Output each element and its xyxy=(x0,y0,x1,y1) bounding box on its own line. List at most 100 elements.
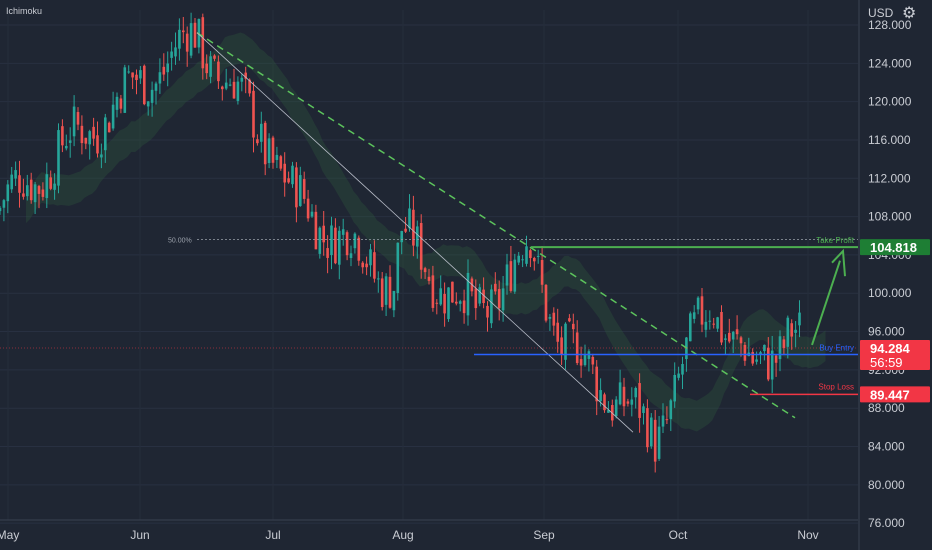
candle xyxy=(295,162,298,223)
candle-body xyxy=(57,130,60,186)
candle xyxy=(579,346,583,378)
price-tick-label: 108.000 xyxy=(868,210,912,224)
candle-body xyxy=(423,268,427,273)
candle xyxy=(724,334,727,356)
candle xyxy=(731,330,735,354)
time-axis[interactable]: May Jun Jul Aug Sep Oct Nov xyxy=(0,519,858,542)
candle-body xyxy=(591,356,595,365)
candle-body xyxy=(575,332,579,364)
candle-body xyxy=(104,117,107,151)
indicator-label[interactable]: Ichimoku xyxy=(6,6,43,16)
candle-body xyxy=(735,329,739,335)
candle xyxy=(556,308,559,353)
candle xyxy=(423,266,427,279)
candle-body xyxy=(357,237,361,261)
candle xyxy=(287,171,290,184)
candle-body xyxy=(111,104,115,129)
candle-body xyxy=(322,225,325,243)
time-tick-label: May xyxy=(0,528,19,542)
candle xyxy=(490,284,493,329)
candle xyxy=(256,134,259,146)
price-tick-label: 88.000 xyxy=(868,401,905,415)
candle xyxy=(92,117,95,146)
candle-body xyxy=(182,30,185,33)
candle xyxy=(517,252,520,266)
candle xyxy=(45,162,49,209)
candle xyxy=(6,180,10,214)
price-tick-label: 128.000 xyxy=(868,18,912,32)
candle-body xyxy=(497,289,501,308)
candle-body xyxy=(486,305,489,318)
candle xyxy=(482,277,485,309)
candle-body xyxy=(696,297,700,310)
candle-body xyxy=(677,373,680,378)
candle-body xyxy=(6,184,10,202)
candle xyxy=(384,273,388,317)
candle xyxy=(392,290,396,318)
candle xyxy=(189,12,193,59)
candle xyxy=(84,137,88,150)
candle-body xyxy=(170,51,173,58)
candle xyxy=(692,305,696,324)
candle xyxy=(119,94,123,114)
candle xyxy=(146,100,150,116)
candle xyxy=(111,91,115,131)
candle xyxy=(650,413,653,449)
candle xyxy=(451,281,454,303)
candle-body xyxy=(657,426,661,459)
candle-body xyxy=(22,193,25,197)
candle xyxy=(57,123,60,194)
candle-body xyxy=(759,352,762,355)
candle xyxy=(170,41,173,71)
candle xyxy=(525,235,528,267)
stop-loss-price-tag-text: 89.447 xyxy=(870,387,910,402)
candle xyxy=(638,373,641,433)
candle-body xyxy=(451,281,454,303)
candle xyxy=(88,129,91,160)
candle xyxy=(162,53,166,81)
candle-body xyxy=(80,125,84,144)
candle-body xyxy=(256,139,259,144)
candle-body xyxy=(720,311,723,343)
candle-body xyxy=(494,283,497,292)
candle-body xyxy=(252,90,255,138)
candle-body xyxy=(724,338,727,340)
candle-body xyxy=(224,82,228,89)
candle xyxy=(135,69,138,95)
candle xyxy=(205,54,208,80)
candle-body xyxy=(0,207,2,212)
candle xyxy=(521,255,524,268)
candle-body xyxy=(302,179,306,199)
time-tick-label: Nov xyxy=(797,528,818,542)
candle-body xyxy=(279,156,283,169)
candle xyxy=(201,13,205,80)
candle xyxy=(150,81,154,117)
candle xyxy=(283,152,286,197)
candle xyxy=(689,311,692,342)
candle-body xyxy=(361,262,364,268)
candle xyxy=(213,54,216,62)
candle xyxy=(774,353,778,377)
settings-gear-icon[interactable]: ⚙ xyxy=(902,3,917,22)
candle-body xyxy=(416,226,419,247)
candle-body xyxy=(310,211,314,217)
take-profit-label: Take Profit xyxy=(816,236,855,245)
candle xyxy=(357,235,361,266)
candle xyxy=(708,310,712,330)
candle xyxy=(501,275,505,322)
candle-body xyxy=(158,72,162,84)
candle-body xyxy=(18,175,21,193)
candle-body xyxy=(661,415,665,427)
candle xyxy=(443,282,446,327)
candle xyxy=(314,204,318,250)
candle xyxy=(338,226,341,280)
candle-body xyxy=(618,382,622,405)
candle-body xyxy=(560,337,563,355)
candle xyxy=(704,310,708,338)
price-axis[interactable]: 128.000 124.000 120.000 116.000 112.000 108.0… xyxy=(858,0,912,550)
take-profit-price-tag-bg xyxy=(860,239,930,256)
candle xyxy=(462,289,466,324)
candle xyxy=(404,216,407,233)
